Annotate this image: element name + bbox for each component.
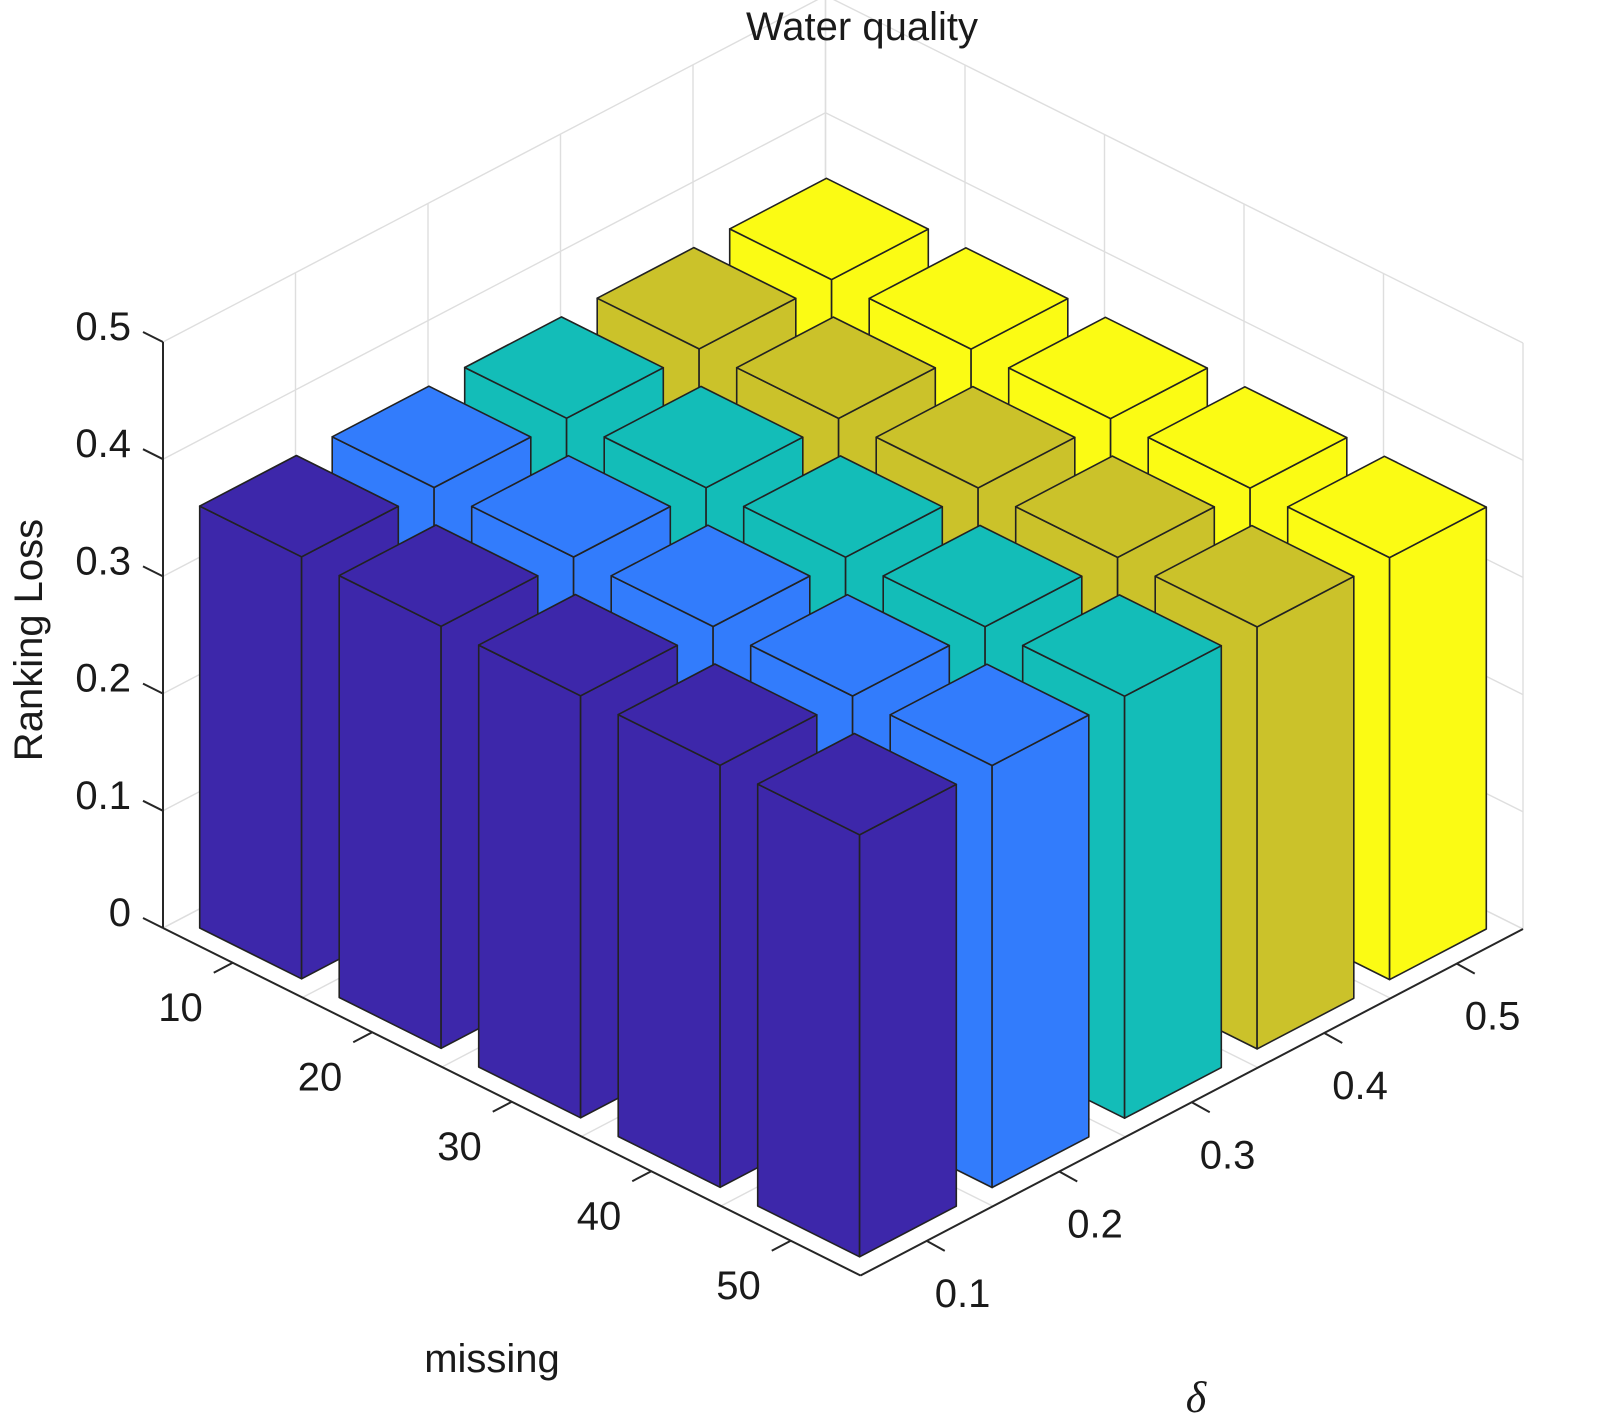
bar-top-face — [1286, 455, 1488, 559]
bar-side-face — [1256, 575, 1355, 1050]
x-tick — [213, 961, 234, 974]
bar-top-face — [610, 524, 811, 628]
bar-top-face — [728, 177, 930, 281]
bar-top-face — [603, 385, 804, 489]
bar-top-face — [1014, 455, 1216, 559]
y-tick — [1191, 1101, 1211, 1114]
bar-top-face — [463, 316, 665, 420]
z-tick-label: 0.4 — [75, 422, 131, 466]
grid-line — [162, 0, 819, 343]
z-tick — [142, 682, 164, 695]
y-tick-label: 0.2 — [1067, 1203, 1123, 1247]
bar-top-face — [477, 593, 679, 697]
bars — [198, 177, 1488, 1258]
z-tick-label: 0.3 — [75, 539, 131, 583]
bar-top-face — [470, 454, 672, 558]
bar-top-face — [756, 732, 958, 836]
z-tick — [142, 331, 164, 343]
bar — [756, 732, 958, 1258]
bar-top-face — [875, 385, 1076, 489]
x-tick — [631, 1170, 652, 1183]
bar-top-face — [889, 663, 1090, 767]
bar-front-face — [198, 505, 303, 980]
bar-top-face — [742, 455, 944, 559]
y-tick — [1456, 962, 1476, 975]
chart-title: Water quality — [746, 5, 978, 49]
axes — [142, 331, 1524, 1277]
bar-side-face — [1388, 506, 1488, 981]
bar-side-face — [1123, 644, 1223, 1119]
z-tick — [142, 917, 164, 929]
bar-top-face — [1007, 316, 1209, 420]
bar-front-face — [477, 644, 582, 1119]
bar-top-face — [749, 593, 951, 697]
bar-top-face — [1154, 524, 1355, 628]
bar-top-face — [198, 454, 400, 558]
bar-side-face — [858, 783, 958, 1258]
z-axis-label: Ranking Loss — [7, 519, 51, 761]
x-tick-label: 10 — [158, 986, 203, 1030]
x-tick — [492, 1100, 513, 1113]
y-tick-label: 0.3 — [1200, 1133, 1256, 1177]
bar-top-face — [617, 663, 818, 767]
bar-top-face — [596, 246, 797, 350]
bar-top-face — [331, 385, 532, 489]
bar-top-face — [1021, 594, 1223, 698]
z-tick — [142, 799, 164, 812]
y-tick — [1058, 1170, 1078, 1183]
bar-top-face — [1147, 385, 1348, 489]
y-tick — [926, 1239, 946, 1252]
y-axis-label: δ — [1186, 1373, 1208, 1422]
x-tick-label: 20 — [298, 1055, 343, 1099]
z-tick-label: 0.1 — [75, 774, 131, 818]
grid-line — [825, 112, 1524, 461]
z-tick-label: 0 — [109, 891, 131, 935]
labels: Water quality Ranking Loss missing δ 0 0.… — [7, 5, 1520, 1422]
x-tick — [771, 1239, 792, 1252]
z-tick-label: 0.2 — [75, 657, 131, 701]
grid-line — [162, 112, 826, 460]
bar-front-face — [756, 783, 861, 1258]
y-tick-label: 0.5 — [1465, 995, 1521, 1039]
y-tick-label: 0.4 — [1332, 1064, 1388, 1108]
x-tick-label: 30 — [437, 1125, 482, 1169]
y-tick-label: 0.1 — [935, 1272, 991, 1316]
bar-top-face — [868, 247, 1069, 350]
x-tick — [352, 1031, 373, 1044]
bar-top-face — [338, 524, 539, 628]
z-tick-label: 0.5 — [75, 305, 131, 349]
y-tick — [1323, 1032, 1343, 1044]
bar-front-face — [617, 713, 721, 1189]
z-tick — [142, 565, 164, 578]
x-axis-label: missing — [424, 1337, 560, 1381]
bar-top-face — [882, 524, 1083, 628]
x-tick-label: 50 — [716, 1264, 761, 1308]
bar-top-face — [735, 316, 937, 420]
bar-front-face — [338, 574, 442, 1050]
grid-line — [832, 0, 1524, 344]
bar-side-face — [991, 714, 1090, 1189]
x-tick-label: 40 — [577, 1194, 622, 1238]
z-tick — [142, 448, 164, 461]
